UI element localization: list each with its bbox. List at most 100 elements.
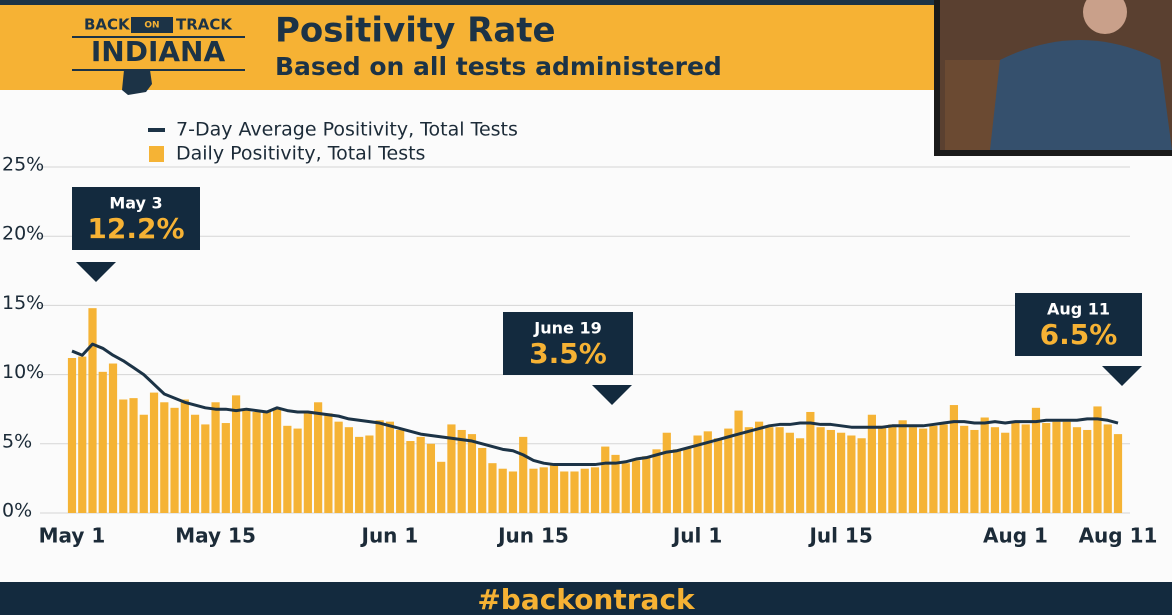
- bar: [560, 471, 569, 513]
- bar: [744, 427, 753, 513]
- bar: [683, 447, 692, 513]
- bar: [949, 405, 959, 513]
- annotation-date: Aug 11: [1047, 300, 1110, 319]
- bar: [314, 402, 323, 513]
- bar: [88, 308, 97, 513]
- logo-track: TRACK: [176, 16, 233, 34]
- bar: [1031, 407, 1041, 513]
- bar: [929, 425, 938, 513]
- x-tick-label: May 15: [175, 524, 256, 548]
- bar: [498, 468, 507, 513]
- logo-on-box: [131, 17, 173, 33]
- bar: [1021, 424, 1030, 513]
- bar: [970, 429, 979, 513]
- bar: [734, 410, 743, 513]
- bar: [355, 436, 364, 513]
- subtitle: Based on all tests administered: [275, 52, 722, 81]
- bar: [570, 471, 579, 513]
- bar: [375, 420, 384, 513]
- bar: [601, 446, 610, 513]
- bar: [67, 357, 77, 513]
- bar: [642, 456, 651, 513]
- bar: [816, 427, 825, 513]
- annotation-box: [72, 187, 200, 250]
- annotation-box: [1015, 293, 1142, 356]
- bar: [262, 410, 271, 513]
- bar: [324, 413, 333, 513]
- bar: [703, 431, 712, 513]
- video-person: [990, 40, 1172, 150]
- bar: [457, 429, 466, 513]
- bar: [416, 436, 425, 513]
- footer-band: [0, 582, 1172, 615]
- bar: [1001, 432, 1010, 513]
- bar: [406, 441, 415, 513]
- bar: [488, 463, 497, 513]
- bar: [1052, 421, 1061, 513]
- average-line: [71, 342, 1119, 467]
- bar: [795, 438, 805, 513]
- bar: [908, 427, 918, 513]
- bar: [539, 467, 548, 513]
- bar: [129, 398, 138, 513]
- bar: [857, 438, 866, 513]
- bar: [990, 427, 1000, 513]
- bar: [765, 427, 774, 513]
- bar: [1093, 406, 1102, 513]
- bar: [272, 407, 282, 513]
- video-person-head: [1083, 0, 1127, 34]
- bar: [385, 421, 395, 513]
- bar: [898, 420, 907, 513]
- x-tick-label: Aug 1: [983, 524, 1048, 548]
- annotation-value: 12.2%: [87, 212, 184, 245]
- header-top-strip: [0, 0, 1172, 5]
- bar: [837, 432, 846, 513]
- bar: [775, 427, 784, 513]
- logo: BACK ON TRACK INDIANA: [72, 16, 245, 95]
- y-tick-label: 0%: [2, 500, 32, 522]
- bar: [139, 414, 148, 513]
- x-tick-label: Jul 1: [671, 524, 722, 548]
- legend-label: Daily Positivity, Total Tests: [176, 143, 425, 165]
- bar: [467, 434, 477, 513]
- bar: [303, 411, 312, 513]
- bar: [806, 411, 815, 513]
- bar: [867, 414, 876, 513]
- bar: [724, 428, 733, 513]
- bar: [826, 429, 835, 513]
- bar: [508, 471, 518, 513]
- y-tick-label: 10%: [2, 361, 44, 383]
- bar: [672, 449, 682, 513]
- annotation-arrow: [1102, 366, 1142, 386]
- annotation-date: June 19: [533, 319, 601, 338]
- bar: [478, 447, 487, 513]
- plot: 0% 5% 10% 15% 20% 25% May 1 May 15 Jun 1 Jun 15 Ju…: [2, 119, 1157, 548]
- bar: [549, 463, 559, 513]
- bar: [519, 436, 528, 513]
- logo-on: ON: [144, 21, 159, 31]
- bar: [529, 468, 538, 513]
- bar: [201, 424, 210, 513]
- annotation-value: 3.5%: [529, 337, 607, 370]
- bar: [365, 435, 374, 513]
- bar: [293, 428, 302, 513]
- bar: [1103, 424, 1112, 513]
- annotation-date: May 3: [109, 194, 162, 213]
- bar: [426, 443, 436, 513]
- bar: [1011, 421, 1020, 513]
- bar: [693, 435, 702, 513]
- bar: [713, 438, 723, 513]
- x-tick-label: May 1: [39, 524, 106, 548]
- bar: [190, 414, 200, 513]
- bar: [580, 468, 589, 513]
- bar: [344, 427, 353, 513]
- legend-label: 7-Day Average Positivity, Total Tests: [176, 119, 518, 141]
- bar: [283, 425, 292, 513]
- bar: [98, 371, 107, 513]
- x-tick-label: Aug 11: [1079, 524, 1158, 548]
- video-inset: [934, 0, 1172, 156]
- bar: [919, 428, 928, 513]
- bar: [1062, 421, 1071, 513]
- bar: [334, 421, 343, 513]
